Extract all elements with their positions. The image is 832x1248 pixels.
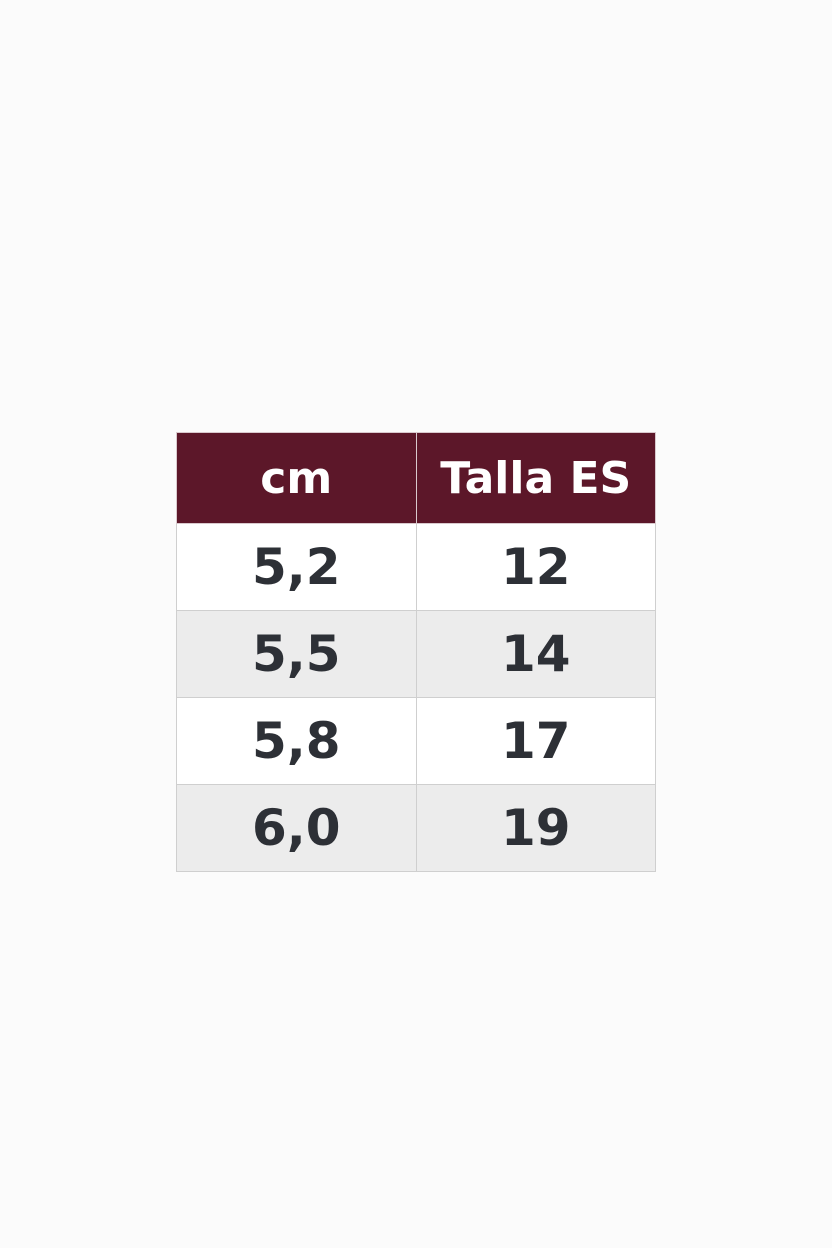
table-row: 5,2 12 [176,523,656,611]
table-row: 5,8 17 [176,697,656,785]
table-cell: 14 [415,610,656,698]
table-cell: 19 [415,784,656,872]
table-cell: 6,0 [176,784,417,872]
table-header: cm Talla ES [176,432,656,524]
table-row: 6,0 19 [176,784,656,872]
size-table: cm Talla ES 5,2 12 5,5 14 5,8 17 6,0 19 [176,432,656,872]
table-row: 5,5 14 [176,610,656,698]
header-cell: Talla ES [415,432,656,524]
table-cell: 5,2 [176,523,417,611]
table-cell: 17 [415,697,656,785]
header-cell: cm [176,432,417,524]
table-cell: 5,8 [176,697,417,785]
table-cell: 5,5 [176,610,417,698]
table-cell: 12 [415,523,656,611]
table-body: 5,2 12 5,5 14 5,8 17 6,0 19 [176,523,656,872]
header-row: cm Talla ES [176,432,656,524]
